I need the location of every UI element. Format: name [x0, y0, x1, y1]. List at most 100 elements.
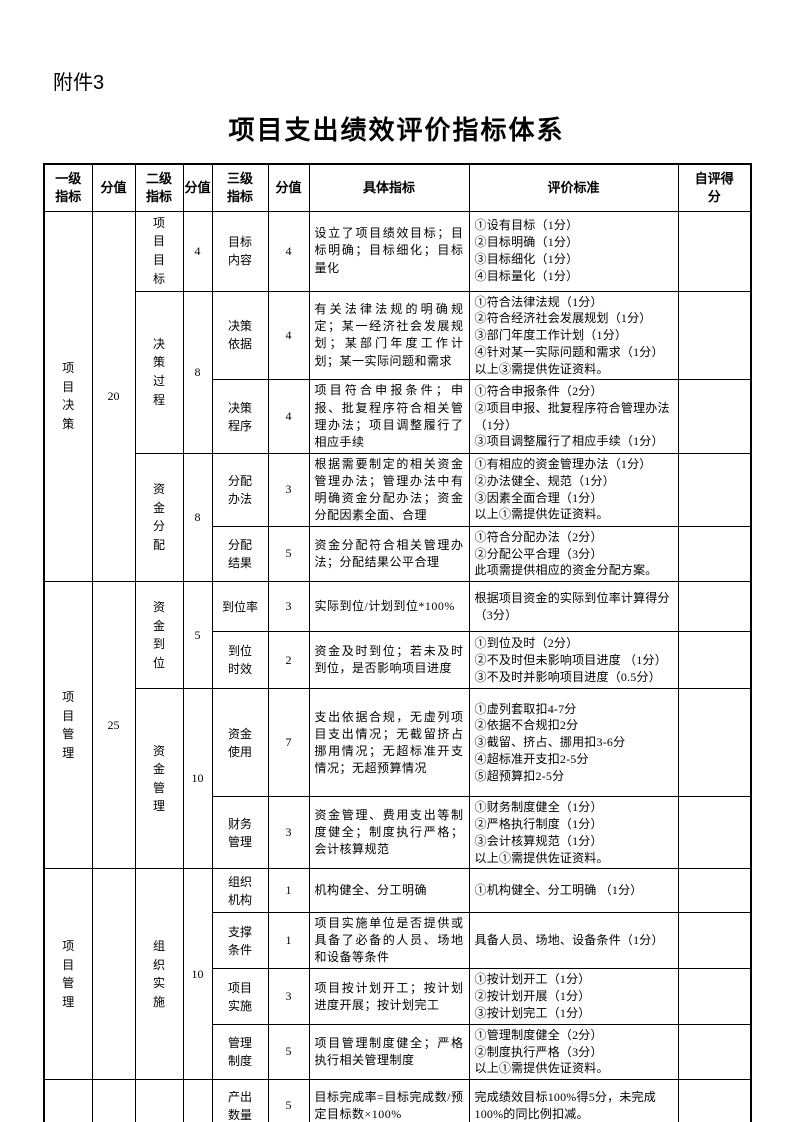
- level2-score-cell: 10: [182, 688, 213, 870]
- table-row: 到位 时效 2 资金及时到位；若未及时到位，是否影响项目进度 ①到位及时（2分）…: [44, 631, 752, 690]
- self-score-cell: [677, 581, 752, 633]
- level3-score-cell: 5: [267, 525, 310, 583]
- specific-indicator-cell: 项目按计划开工；按计划进度开展；按计划完工: [308, 968, 470, 1025]
- specific-indicator-cell: 项目管理制度健全；严格执行相关管理制度: [308, 1023, 470, 1081]
- self-score-cell: [677, 1023, 752, 1081]
- level3-indicator-cell: 决策 依据: [211, 290, 269, 381]
- header-level3-score: 分值: [267, 163, 310, 212]
- evaluation-criteria-cell: ①机构健全、分工明确 （1分）: [468, 868, 679, 914]
- level1-score-cell: 20: [91, 210, 136, 583]
- header-level2-score: 分值: [182, 163, 213, 212]
- evaluation-criteria-cell: ①财务制度健全（1分） ②严格执行制度（1分） ③会计核算规范（1分） 以上①需…: [468, 796, 679, 870]
- level3-indicator-cell: 支撑 条件: [211, 912, 269, 970]
- level3-score-cell: 7: [267, 688, 310, 798]
- level2-score-cell: [182, 1079, 213, 1122]
- self-score-cell: [677, 796, 752, 870]
- table-row: 决 策 过 程 8 决策 依据 4 有关法律法规的明确规定；某一经济社会发展规划…: [44, 290, 752, 454]
- table-row: 管理 制度 5 项目管理制度健全；严格执行相关管理制度 ①管理制度健全（2分） …: [44, 1023, 752, 1081]
- level1-score-cell: 25: [91, 581, 136, 870]
- header-specific-indicator: 具体指标: [308, 163, 470, 212]
- level2-score-cell: 8: [182, 290, 213, 454]
- level3-score-cell: 5: [267, 1023, 310, 1081]
- self-score-cell: [677, 968, 752, 1025]
- level3-indicator-cell: 项目 实施: [211, 968, 269, 1025]
- level1-score-cell: [91, 868, 136, 1081]
- level1-indicator-cell: 项 目 决 策: [43, 210, 93, 583]
- table-row: 资 金 管 理 10 资金 使用 7 支出依据合规，无虚列项目支出情况；无截留挤…: [44, 688, 752, 870]
- level1-indicator-cell: 项 目 管 理: [43, 581, 93, 870]
- specific-indicator-cell: 资金分配符合相关管理办法；分配结果公平合理: [308, 525, 470, 583]
- level3-score-cell: 4: [267, 379, 310, 454]
- evaluation-criteria-cell: ①符合申报条件（2分） ②项目申报、批复程序符合管理办法（1分） ③项目调整履行…: [468, 379, 679, 454]
- table-row: 资 金 分 配 8 分配 办法 3 根据需要制定的相关资金管理办法；管理办法中有…: [44, 452, 752, 583]
- level2-indicator-cell: 资 金 管 理: [134, 688, 184, 870]
- specific-indicator-cell: 根据需要制定的相关资金管理办法；管理办法中有明确资金分配办法；资金分配因素全面、…: [308, 452, 470, 527]
- level3-indicator-cell: 分配 结果: [211, 525, 269, 583]
- level2-score-cell: 4: [182, 210, 213, 292]
- level3-score-cell: 4: [267, 210, 310, 292]
- table-row: 产出 数量 5 目标完成率=目标完成数/预定目标数×100% 完成绩效目标100…: [43, 1079, 752, 1122]
- evaluation-criteria-cell: ①按计划开工（1分） ②按计划开展（1分） ③按计划完工（1分）: [468, 968, 679, 1025]
- table-row: 支撑 条件 1 项目实施单位是否提供或具备了必备的人员、场地和设备等条件 具备人…: [44, 912, 752, 970]
- table-row: 财务 管理 3 资金管理、费用支出等制度健全；制度执行严格；会计核算规范 ①财务…: [44, 796, 752, 870]
- attachment-label: 附件3: [53, 72, 105, 94]
- level1-indicator-cell: 项 目 管 理: [43, 868, 93, 1081]
- level3-score-cell: 3: [267, 968, 310, 1025]
- level3-indicator-cell: 到位率: [211, 581, 269, 633]
- level3-indicator-cell: 管理 制度: [211, 1023, 269, 1081]
- self-score-cell: [677, 525, 752, 583]
- level3-indicator-cell: 分配 办法: [211, 452, 269, 527]
- specific-indicator-cell: 资金管理、费用支出等制度健全；制度执行严格；会计核算规范: [308, 796, 470, 870]
- level2-indicator-cell: 组 织 实 施: [134, 868, 184, 1081]
- specific-indicator-cell: 机构健全、分工明确: [308, 868, 470, 914]
- level3-score-cell: 2: [267, 631, 310, 690]
- evaluation-criteria-cell: 完成绩效目标100%得5分，未完成100%的同比例扣减。: [468, 1079, 679, 1122]
- evaluation-criteria-cell: ①虚列套取扣4-7分 ②依据不合规扣2分 ③截留、挤占、挪用扣3-6分 ④超标准…: [468, 688, 679, 798]
- table-row: 项 目 管 理 组 织 实 施 10 组织 机构 1 机构健全、分工明确 ①机构…: [43, 868, 752, 1081]
- level3-score-cell: 3: [267, 452, 310, 527]
- specific-indicator-cell: 目标完成率=目标完成数/预定目标数×100%: [308, 1079, 470, 1122]
- level3-indicator-cell: 产出 数量: [211, 1079, 269, 1122]
- level2-indicator-cell: 资 金 分 配: [134, 452, 184, 583]
- evaluation-criteria-cell: ①符合法律法规（1分） ②符合经济社会发展规划（1分） ③部门年度工作计划（1分…: [468, 290, 679, 381]
- table-row: 项 目 决 策 20 项 目 目 标 4 目标 内容 4 设立了项目绩效目标；目…: [43, 210, 752, 583]
- evaluation-criteria-cell: ①有相应的资金管理办法（1分） ②办法健全、规范（1分） ③因素全面合理（1分）…: [468, 452, 679, 527]
- level1-indicator-cell: [43, 1079, 93, 1122]
- self-score-cell: [677, 868, 752, 914]
- level3-indicator-cell: 财务 管理: [211, 796, 269, 870]
- header-evaluation-criteria: 评价标准: [468, 163, 679, 212]
- level3-indicator-cell: 到位 时效: [211, 631, 269, 690]
- self-score-cell: [677, 688, 752, 798]
- self-score-cell: [677, 379, 752, 454]
- level2-score-cell: 10: [182, 868, 213, 1081]
- specific-indicator-cell: 有关法律法规的明确规定；某一经济社会发展规划；某部门年度工作计划；某一实际问题和…: [308, 290, 470, 381]
- level3-score-cell: 3: [267, 796, 310, 870]
- header-level1-score: 分值: [91, 163, 136, 212]
- evaluation-criteria-cell: 根据项目资金的实际到位率计算得分（3分）: [468, 581, 679, 633]
- self-score-cell: [677, 631, 752, 690]
- level3-score-cell: 4: [267, 290, 310, 381]
- level2-score-cell: 5: [182, 581, 213, 690]
- level3-indicator-cell: 目标 内容: [211, 210, 269, 292]
- level3-indicator-cell: 决策 程序: [211, 379, 269, 454]
- specific-indicator-cell: 资金及时到位；若未及时到位，是否影响项目进度: [308, 631, 470, 690]
- table-row: 分配 结果 5 资金分配符合相关管理办法；分配结果公平合理 ①符合分配办法（2分…: [44, 525, 752, 583]
- level2-score-cell: 8: [182, 452, 213, 583]
- level3-score-cell: 1: [267, 912, 310, 970]
- level3-score-cell: 1: [267, 868, 310, 914]
- indicator-table: 一级 指标 分值 二级 指标 分值 三级 指标 分值 具体指标 评价标准 自评得…: [43, 163, 752, 1122]
- level3-score-cell: 5: [267, 1079, 310, 1122]
- evaluation-criteria-cell: 具备人员、场地、设备条件（1分）: [468, 912, 679, 970]
- specific-indicator-cell: 支出依据合规，无虚列项目支出情况；无截留挤占挪用情况；无超标准开支情况；无超预算…: [308, 688, 470, 798]
- specific-indicator-cell: 实际到位/计划到位*100%: [308, 581, 470, 633]
- table-row: 项 目 管 理 25 资 金 到 位 5 到位率 3 实际到位/计划到位*100…: [43, 581, 752, 870]
- evaluation-criteria-cell: ①符合分配办法（2分） ②分配公平合理（3分） 此项需提供相应的资金分配方案。: [468, 525, 679, 583]
- level2-indicator-cell: 决 策 过 程: [134, 290, 184, 454]
- level2-indicator-cell: 资 金 到 位: [134, 581, 184, 690]
- level1-score-cell: [91, 1079, 136, 1122]
- specific-indicator-cell: 项目实施单位是否提供或具备了必备的人员、场地和设备等条件: [308, 912, 470, 970]
- evaluation-criteria-cell: ①管理制度健全（2分） ②制度执行严格（3分） 以上①需提供佐证资料。: [468, 1023, 679, 1081]
- specific-indicator-cell: 设立了项目绩效目标；目标明确；目标细化；目标量化: [308, 210, 470, 292]
- evaluation-criteria-cell: ①到位及时（2分） ②不及时但未影响项目进度 （1分） ③不及时并影响项目进度（…: [468, 631, 679, 690]
